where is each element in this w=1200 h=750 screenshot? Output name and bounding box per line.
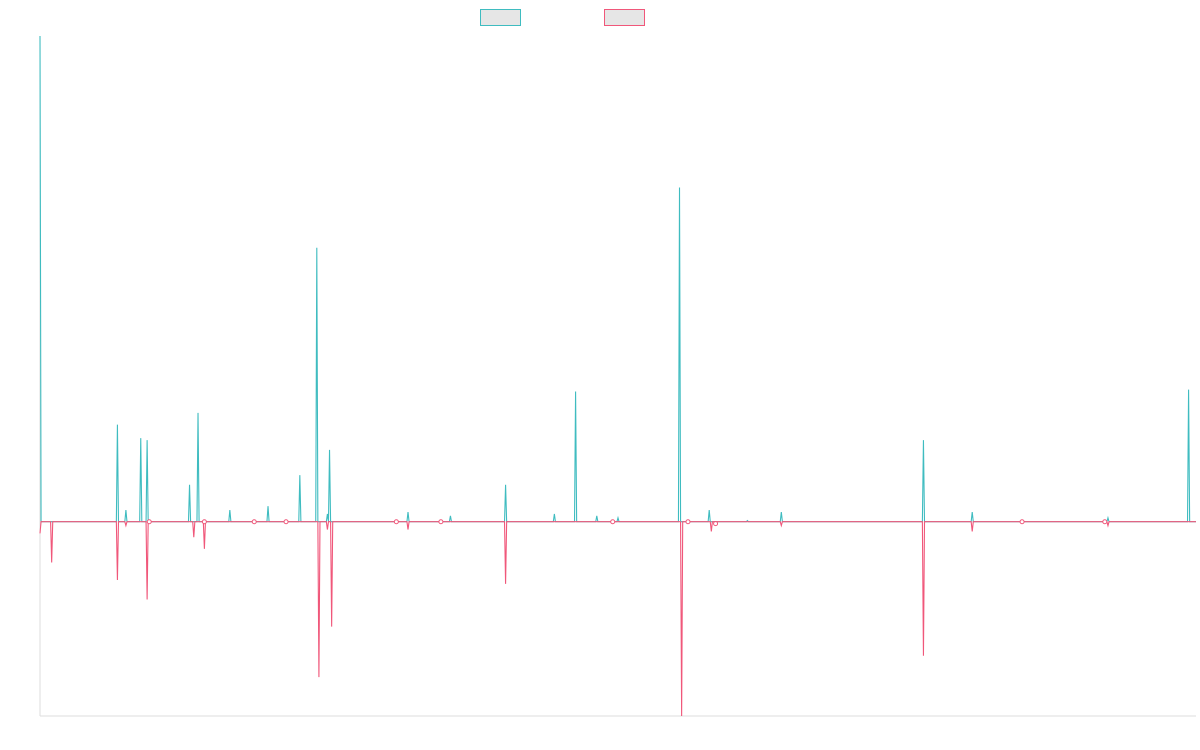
data-point-marker xyxy=(1019,519,1025,525)
legend-swatch-1 xyxy=(480,9,521,26)
data-point-marker xyxy=(283,519,289,525)
data-point-marker xyxy=(438,519,444,525)
series-line-2 xyxy=(39,521,1196,717)
data-point-marker xyxy=(251,519,257,525)
data-point-marker xyxy=(146,519,152,525)
data-point-marker xyxy=(201,519,207,525)
series-line-1 xyxy=(39,35,1196,523)
data-point-marker xyxy=(393,519,399,525)
data-point-marker xyxy=(610,519,616,525)
data-point-marker xyxy=(685,519,691,525)
data-point-marker xyxy=(713,521,719,527)
data-point-marker xyxy=(1102,519,1108,525)
legend-swatch-2 xyxy=(604,9,645,26)
